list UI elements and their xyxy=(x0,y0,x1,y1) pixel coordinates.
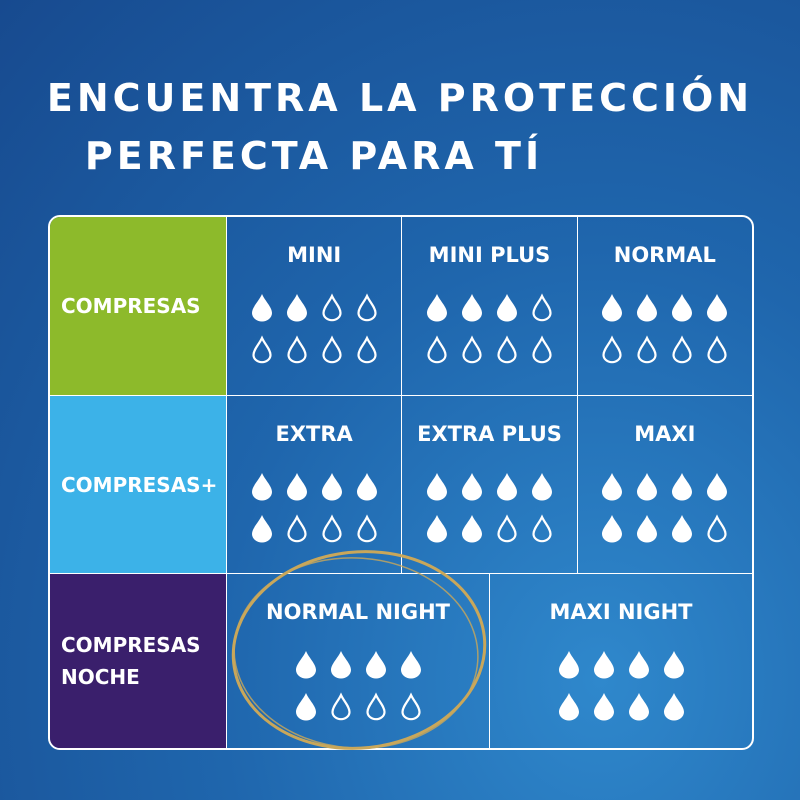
filled-drop-icon xyxy=(628,693,649,721)
product-name: NORMAL NIGHT xyxy=(266,600,450,624)
category-label: COMPRESAS+ xyxy=(50,395,226,573)
product-name: EXTRA PLUS xyxy=(417,422,562,446)
filled-drop-icon xyxy=(672,473,693,501)
filled-drop-icon xyxy=(295,651,316,679)
filled-drop-icon xyxy=(286,294,307,322)
filled-drop-icon xyxy=(286,473,307,501)
product-cell: MAXI xyxy=(576,395,752,573)
product-name: MAXI xyxy=(634,422,696,446)
product-cell: MINI PLUS xyxy=(401,217,576,395)
absorbency-drops xyxy=(402,293,576,364)
filled-drop-icon xyxy=(426,515,447,543)
absorbency-drops xyxy=(578,472,752,543)
absorbency-drops xyxy=(402,472,576,543)
filled-drop-icon xyxy=(663,651,684,679)
empty-drop-icon xyxy=(357,514,377,543)
filled-drop-icon xyxy=(707,473,728,501)
empty-drop-icon xyxy=(330,692,351,721)
filled-drop-icon xyxy=(531,473,552,501)
absorbency-drops xyxy=(578,293,752,364)
filled-drop-icon xyxy=(321,473,342,501)
absorbency-drops xyxy=(227,650,489,721)
empty-drop-icon xyxy=(497,514,517,543)
product-name: MINI xyxy=(287,243,342,267)
empty-drop-icon xyxy=(357,293,377,322)
filled-drop-icon xyxy=(602,515,623,543)
filled-drop-icon xyxy=(461,294,482,322)
empty-drop-icon xyxy=(365,692,386,721)
empty-drop-icon xyxy=(707,335,727,364)
filled-drop-icon xyxy=(637,515,658,543)
filled-drop-icon xyxy=(251,515,272,543)
empty-drop-icon xyxy=(462,335,482,364)
filled-drop-icon xyxy=(602,294,623,322)
filled-drop-icon xyxy=(558,651,579,679)
empty-drop-icon xyxy=(427,335,447,364)
absorbency-drops xyxy=(227,293,401,364)
filled-drop-icon xyxy=(496,473,517,501)
filled-drop-icon xyxy=(426,473,447,501)
filled-drop-icon xyxy=(356,473,377,501)
product-cell: NORMAL xyxy=(576,217,752,395)
absorbency-drops xyxy=(490,650,752,721)
headline-line-2: PERFECTA PARA TÍ xyxy=(84,134,544,178)
product-cell: EXTRA PLUS xyxy=(401,395,577,573)
category-label: COMPRESAS NOCHE xyxy=(50,573,226,748)
headline-line-1: ENCUENTRA LA PROTECCIÓN xyxy=(46,76,754,120)
empty-drop-icon xyxy=(252,335,272,364)
empty-drop-icon xyxy=(532,293,552,322)
filled-drop-icon xyxy=(628,651,649,679)
filled-drop-icon xyxy=(461,473,482,501)
filled-drop-icon xyxy=(295,693,316,721)
category-label: COMPRESAS xyxy=(50,217,226,395)
empty-drop-icon xyxy=(532,514,552,543)
product-name: MINI PLUS xyxy=(428,243,551,267)
product-cell: NORMAL NIGHT xyxy=(226,573,489,748)
empty-drop-icon xyxy=(497,335,517,364)
product-cell: MINI xyxy=(226,217,401,395)
filled-drop-icon xyxy=(672,294,693,322)
empty-drop-icon xyxy=(602,335,622,364)
filled-drop-icon xyxy=(593,651,614,679)
empty-drop-icon xyxy=(322,514,342,543)
empty-drop-icon xyxy=(532,335,552,364)
filled-drop-icon xyxy=(330,651,351,679)
empty-drop-icon xyxy=(672,335,692,364)
product-cell: MAXI NIGHT xyxy=(489,573,752,748)
product-name: NORMAL xyxy=(613,243,716,267)
filled-drop-icon xyxy=(637,294,658,322)
absorbency-table: COMPRESAS MINI MINI PLUS NORMAL COMPRESAS+ EX… xyxy=(48,215,754,750)
filled-drop-icon xyxy=(426,294,447,322)
empty-drop-icon xyxy=(287,514,307,543)
product-name: EXTRA xyxy=(275,422,353,446)
filled-drop-icon xyxy=(496,294,517,322)
filled-drop-icon xyxy=(602,473,623,501)
filled-drop-icon xyxy=(461,515,482,543)
empty-drop-icon xyxy=(707,514,727,543)
filled-drop-icon xyxy=(251,294,272,322)
absorbency-drops xyxy=(227,472,401,543)
filled-drop-icon xyxy=(707,294,728,322)
filled-drop-icon xyxy=(251,473,272,501)
filled-drop-icon xyxy=(558,693,579,721)
filled-drop-icon xyxy=(663,693,684,721)
empty-drop-icon xyxy=(287,335,307,364)
empty-drop-icon xyxy=(357,335,377,364)
product-name: MAXI NIGHT xyxy=(549,600,693,624)
filled-drop-icon xyxy=(637,473,658,501)
filled-drop-icon xyxy=(672,515,693,543)
filled-drop-icon xyxy=(593,693,614,721)
product-cell: EXTRA xyxy=(226,395,402,573)
filled-drop-icon xyxy=(400,651,421,679)
filled-drop-icon xyxy=(365,651,386,679)
empty-drop-icon xyxy=(400,692,421,721)
empty-drop-icon xyxy=(322,335,342,364)
empty-drop-icon xyxy=(637,335,657,364)
empty-drop-icon xyxy=(322,293,342,322)
